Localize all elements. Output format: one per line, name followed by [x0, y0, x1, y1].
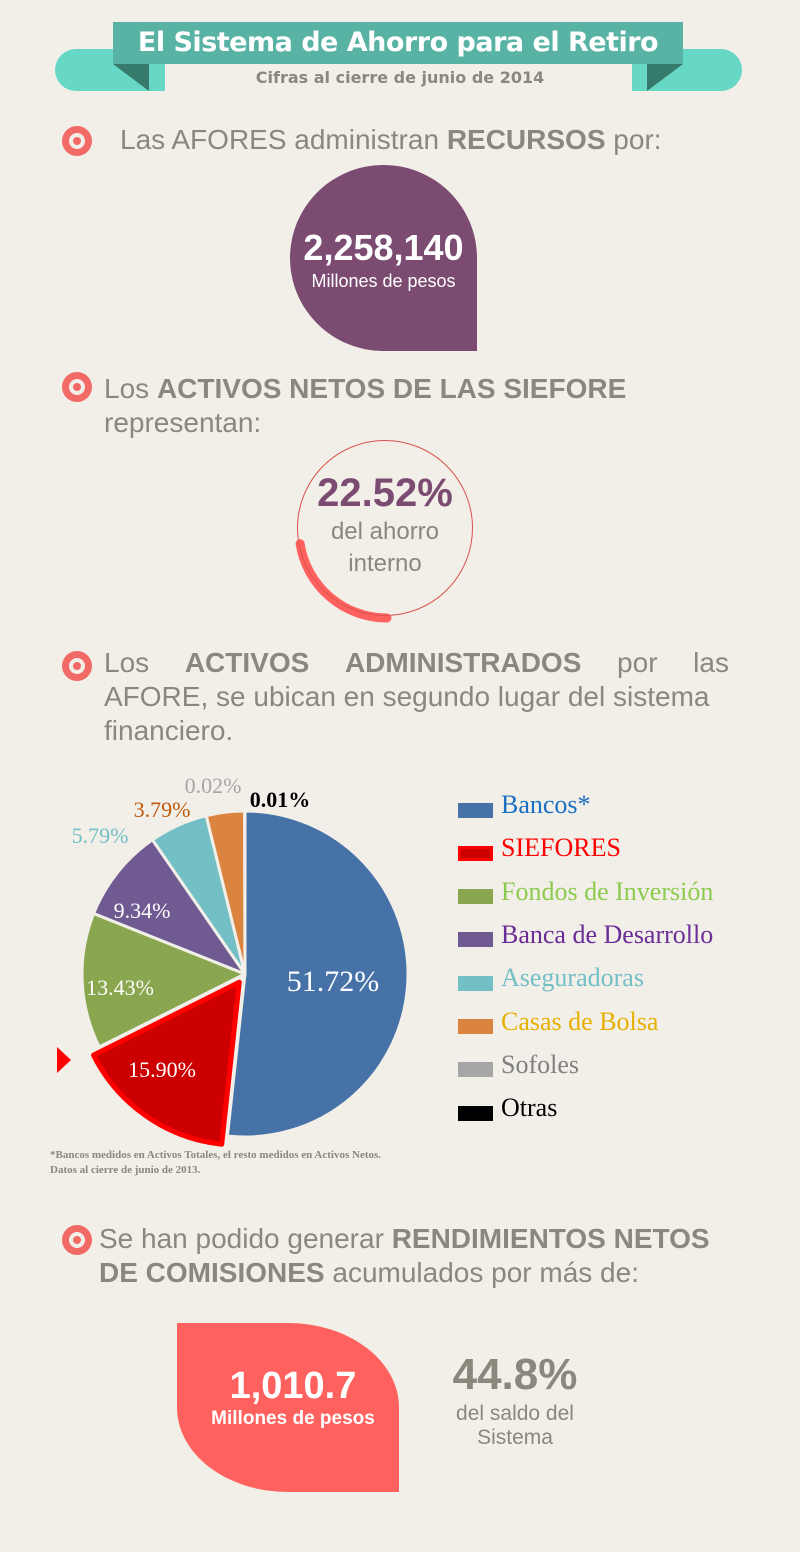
- text: las: [693, 647, 729, 678]
- highlight-arrow-icon: [57, 1047, 71, 1073]
- savings-value: 22.52%: [317, 471, 453, 515]
- text: Se han podido generar: [99, 1223, 392, 1254]
- footnote: *Bancos medidos en Activos Totales, el r…: [50, 1148, 381, 1178]
- text: representan:: [104, 407, 262, 438]
- pie-data-label: 51.72%: [287, 965, 380, 998]
- pie-slice-bancos: [225, 809, 410, 1139]
- legend-swatch: [458, 1062, 493, 1078]
- pie-data-label: 13.43%: [86, 975, 154, 1000]
- returns-percent-caption: del saldo del: [456, 1402, 574, 1425]
- resources-unit: Millones de pesos: [311, 271, 456, 291]
- legend-item: SIEFORES: [458, 833, 621, 863]
- legend-label: Otras: [501, 1093, 558, 1123]
- returns-value: 1,010.7: [229, 1365, 357, 1407]
- legend-item: Otras: [458, 1093, 557, 1123]
- pie-data-label: 5.79%: [72, 823, 129, 848]
- text: Los: [104, 373, 157, 404]
- footnote-line: *Bancos medidos en Activos Totales, el r…: [50, 1149, 382, 1161]
- target-icon: [62, 651, 92, 681]
- legend-label: Casas de Bolsa: [501, 1006, 659, 1036]
- ribbon-fold-left: [113, 64, 149, 91]
- footnote-line: Datos al cierre de junio de 2013.: [50, 1164, 201, 1176]
- pie-data-label: 9.34%: [114, 898, 171, 923]
- returns-percent: 44.8%: [452, 1350, 578, 1399]
- legend-label: Banca de Desarrollo: [501, 919, 714, 949]
- text: por: [617, 647, 658, 678]
- returns-percent-caption: Sistema: [477, 1426, 553, 1449]
- resources-value: 2,258,140: [303, 227, 464, 268]
- savings-caption: interno: [348, 550, 422, 577]
- text: financiero.: [104, 715, 234, 746]
- savings-ring: 22.52% del ahorro interno: [297, 440, 473, 616]
- section4-text: Se han podido generar RENDIMIENTOS NETOS…: [99, 1222, 710, 1290]
- page-subtitle: Cifras al cierre de junio de 2014: [255, 68, 545, 87]
- pie-chart: 51.72% 15.90% 13.43% 9.34% 5.79%3.79%0.02% 0.…: [72, 773, 410, 1147]
- pie-data-label: 0.01%: [250, 787, 311, 812]
- text-bold: RECURSOS: [446, 124, 606, 155]
- pie-slice-siefores: [91, 979, 242, 1147]
- text: AFORE: [104, 681, 201, 712]
- savings-caption: del ahorro: [330, 518, 440, 545]
- legend-label: Aseguradoras: [501, 963, 644, 993]
- text-bold: ACTIVOS NETOS DE LAS SIEFORE: [156, 373, 627, 404]
- pie-slice-fondos-de-inversi-n: [80, 912, 247, 1049]
- legend-swatch: [458, 889, 493, 905]
- returns-percent-block: 44.8% del saldo del Sistema: [420, 1350, 610, 1450]
- target-icon: [62, 1225, 92, 1255]
- pie-data-label: 15.90%: [128, 1057, 196, 1082]
- text: , se ubican en segundo lugar del sistema: [200, 681, 710, 712]
- legend-swatch: [458, 802, 493, 818]
- pie-data-label: 3.79%: [134, 797, 191, 822]
- text: acumulados por más de:: [324, 1257, 639, 1288]
- legend-swatch: [458, 845, 493, 861]
- legend-swatch: [458, 975, 493, 991]
- returns-unit: Millones de pesos: [211, 1408, 375, 1429]
- text-bold: DE COMISIONES: [99, 1257, 325, 1288]
- legend-label: SIEFORES: [501, 833, 621, 863]
- page-title: El Sistema de Ahorro para el Retiro: [113, 22, 683, 64]
- legend-label: Fondos de Inversión: [501, 876, 714, 906]
- legend-item: Sofoles: [458, 1050, 579, 1080]
- legend-item: Fondos de Inversión: [458, 877, 713, 907]
- legend-item: Aseguradoras: [458, 963, 644, 993]
- legend-label: Bancos*: [501, 790, 591, 819]
- returns-badge: 1,010.7 Millones de pesos: [177, 1323, 399, 1492]
- legend-swatch: [458, 932, 493, 948]
- text-bold: ACTIVOS: [184, 647, 310, 678]
- text: Las AFORES administran: [120, 124, 447, 155]
- legend-item: Casas de Bolsa: [458, 1007, 658, 1037]
- legend-swatch: [458, 1105, 493, 1121]
- legend-item: Bancos*: [458, 790, 591, 820]
- text-bold: ADMINISTRADOS: [344, 647, 582, 678]
- text: Los: [104, 647, 150, 678]
- legend-item: Banca de Desarrollo: [458, 920, 713, 950]
- ribbon-fold-right: [647, 64, 683, 91]
- text-bold: RENDIMIENTOS NETOS: [391, 1223, 710, 1254]
- legend-swatch: [458, 1019, 493, 1034]
- resources-badge: 2,258,140 Millones de pesos: [290, 165, 477, 351]
- section2-text: Los ACTIVOS NETOS DE LAS SIEFORE represen…: [104, 372, 626, 440]
- target-icon: [62, 126, 92, 156]
- target-icon: [62, 372, 92, 402]
- section3-text: Los ACTIVOS ADMINISTRADOS por las AFORE, se …: [104, 646, 729, 748]
- text: por:: [605, 124, 662, 155]
- pie-slice-banca-de-desarrollo: [92, 838, 247, 976]
- legend-label: Sofoles: [501, 1049, 579, 1079]
- section1-text: Las AFORES administran RECURSOS por:: [120, 123, 662, 157]
- pie-data-label: 0.02%: [185, 773, 242, 798]
